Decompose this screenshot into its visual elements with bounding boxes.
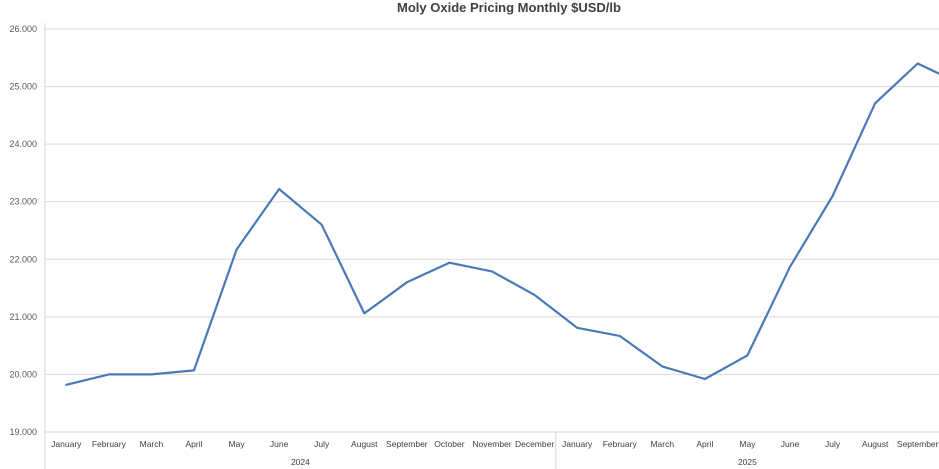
x-tick-label: March bbox=[650, 439, 674, 449]
x-tick-label: July bbox=[825, 439, 841, 449]
y-axis: 19.000 20.000 21.000 22.000 23.000 24.000 25.0… bbox=[9, 23, 46, 469]
y-tick-label: 26.000 bbox=[9, 24, 37, 34]
x-tick-label: February bbox=[92, 439, 127, 449]
y-tick-label: 20.000 bbox=[9, 369, 37, 379]
y-tick-label: 21.000 bbox=[9, 312, 37, 322]
x-axis: January February March April May June July Augu… bbox=[45, 431, 939, 469]
y-tick-label: 22.000 bbox=[9, 254, 37, 264]
chart-title: Moly Oxide Pricing Monthly $USD/lb bbox=[397, 0, 621, 15]
x-tick-label: January bbox=[562, 439, 593, 449]
x-tick-label: February bbox=[603, 439, 638, 449]
x-tick-label: May bbox=[229, 439, 246, 449]
x-tick-label: October bbox=[434, 439, 464, 449]
x-tick-label: January bbox=[51, 439, 82, 449]
x-group-label: 2025 bbox=[738, 457, 757, 467]
x-tick-label: May bbox=[739, 439, 756, 449]
x-tick-label: June bbox=[270, 439, 289, 449]
y-tick-label: 25.000 bbox=[9, 82, 37, 92]
x-tick-label: July bbox=[314, 439, 330, 449]
y-tick-label: 23.000 bbox=[9, 197, 37, 207]
x-tick-label: March bbox=[140, 439, 164, 449]
x-tick-label: September bbox=[386, 439, 428, 449]
series-line bbox=[65, 62, 939, 386]
x-tick-label: December bbox=[515, 439, 554, 449]
x-tick-label: September bbox=[897, 439, 939, 449]
gridlines bbox=[45, 28, 939, 433]
y-tick-label: 24.000 bbox=[9, 139, 37, 149]
x-tick-label: June bbox=[781, 439, 800, 449]
series-group bbox=[65, 62, 939, 386]
x-group-label: 2024 bbox=[291, 457, 310, 467]
x-tick-label: April bbox=[696, 439, 713, 449]
x-tick-label: August bbox=[862, 439, 889, 449]
x-tick-label: April bbox=[185, 439, 202, 449]
x-tick-label: November bbox=[472, 439, 511, 449]
x-tick-label: August bbox=[351, 439, 378, 449]
y-tick-label: 19.000 bbox=[9, 427, 37, 437]
